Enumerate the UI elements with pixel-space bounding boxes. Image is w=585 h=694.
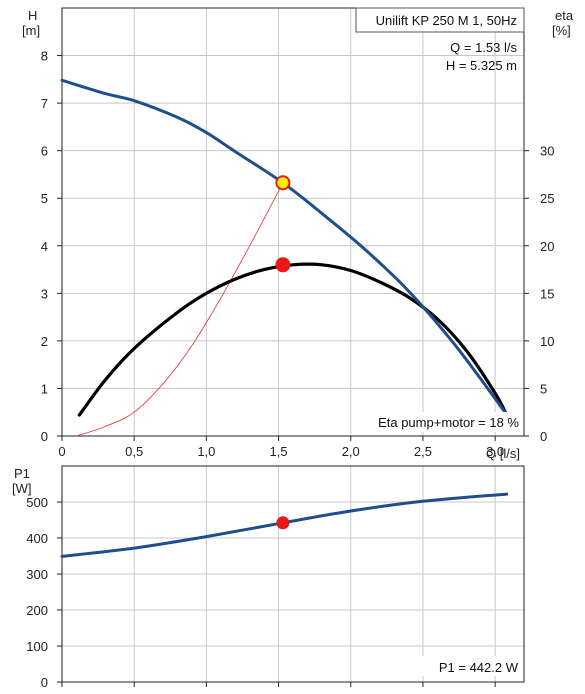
h-tick-label: 0 (41, 429, 48, 444)
eta-axis-unit: [%] (552, 23, 571, 38)
q-tick-label: 1,0 (197, 444, 215, 459)
p1-tick-label: 500 (26, 495, 48, 510)
efficiency-operating-point (275, 257, 291, 273)
eta-tick-label: 10 (540, 334, 554, 349)
h-tick-label: 1 (41, 381, 48, 396)
h-tick-label: 3 (41, 286, 48, 301)
h-tick-label: 4 (41, 239, 48, 254)
p1-axis-label: P1 (14, 466, 30, 481)
power-annotation-bg (416, 656, 520, 676)
h-tick-label: 8 (41, 49, 48, 64)
p1-tick-label: 100 (26, 639, 48, 654)
chart-title: Unilift KP 250 M 1, 50Hz (376, 13, 517, 28)
p1-tick-label: 0 (41, 675, 48, 690)
eta-annotation-bg (354, 412, 522, 432)
p1-tick-label: 300 (26, 567, 48, 582)
head-curve (60, 78, 509, 417)
top-chart-ticks: 0 0,5 1,0 1,5 2,0 2,5 3,0 0 1 2 3 4 5 6 7 8 0 5 10 15 20 25 30 (41, 49, 555, 459)
head-operating-point (275, 175, 291, 191)
h-tick-label: 6 (41, 144, 48, 159)
title-box (355, 7, 525, 33)
eta-tick-label: 0 (540, 429, 547, 444)
h-axis-label: H (28, 8, 37, 23)
efficiency-curve (77, 262, 509, 417)
p1-axis-unit: [W] (12, 481, 32, 496)
top-chart-series (60, 78, 509, 437)
efficiency-annotation: Eta pump+motor = 18 % (378, 415, 519, 430)
top-chart-grid (62, 8, 524, 436)
flow-annotation: Q = 1.53 l/s (450, 40, 517, 55)
q-tick-label: 0,5 (125, 444, 143, 459)
q-tick-label: 2,0 (342, 444, 360, 459)
system-curve (75, 182, 284, 437)
q-tick-label: 0 (58, 444, 65, 459)
h-axis-unit: [m] (22, 23, 40, 38)
h-tick-label: 7 (41, 96, 48, 111)
power-annotation: P1 = 442.2 W (439, 660, 519, 675)
eta-tick-label: 20 (540, 239, 554, 254)
bottom-chart-series (60, 492, 509, 558)
eta-tick-label: 30 (540, 144, 554, 159)
p1-tick-label: 200 (26, 603, 48, 618)
eta-tick-label: 25 (540, 191, 554, 206)
power-operating-point (276, 516, 290, 530)
q-tick-label: 3,0 (486, 444, 504, 459)
eta-tick-label: 15 (540, 286, 554, 301)
eta-tick-label: 5 (540, 381, 547, 396)
bottom-chart-ticks: 0 100 200 300 400 500 (26, 495, 496, 690)
top-chart-frame (61, 7, 525, 437)
bottom-chart-grid (62, 466, 524, 682)
h-tick-label: 5 (41, 191, 48, 206)
q-axis-label: Q [l/s] (486, 446, 520, 461)
q-tick-label: 2,5 (414, 444, 432, 459)
h-tick-label: 2 (41, 334, 48, 349)
p1-tick-label: 400 (26, 531, 48, 546)
head-annotation: H = 5.325 m (446, 58, 517, 73)
eta-axis-label: eta (555, 8, 574, 23)
q-tick-label: 1,5 (270, 444, 288, 459)
